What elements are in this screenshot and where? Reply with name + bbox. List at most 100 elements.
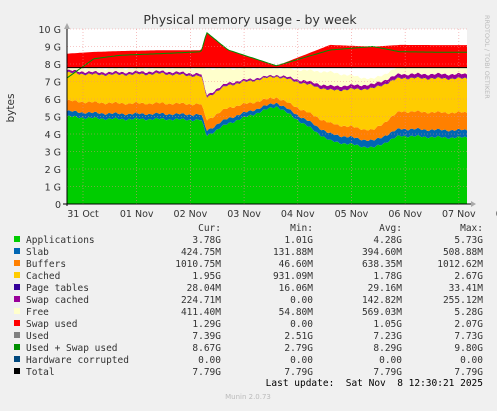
legend-value-avg: 638.35M [362,259,402,270]
legend-value-cur: 1.29G [192,319,221,330]
y-tick-label: 7 G [45,78,61,89]
legend-series-name: Cached [26,271,60,282]
area-applications [67,106,467,204]
x-axis-ticks: 31 Oct 01 Nov 02 Nov 03 Nov 04 Nov 05 Nov 06 N… [67,209,497,220]
legend-series-name: Slab [26,247,49,258]
legend-value-min: 1.01G [284,235,313,246]
legend: Cur: Min: Avg: Max: Applications 3.78G 1.01G 4.… [14,223,483,378]
legend-value-max: 7.73G [454,331,483,342]
legend-series-name: Buffers [26,259,66,270]
legend-swatch [14,332,20,338]
legend-value-min: 7.79G [284,367,313,378]
legend-value-avg: 0.00 [379,355,402,366]
legend-swatch [14,320,20,326]
legend-header: Min: [290,223,313,234]
legend-value-avg: 1.05G [373,319,402,330]
legend-series-name: Swap used [26,319,77,330]
legend-value-cur: 0.00 [198,355,221,366]
y-tick-label: 2 G [45,165,61,176]
x-axis-arrow [471,201,476,207]
munin-version: Munin 2.0.73 [225,393,271,401]
x-tick-label: 04 Nov [281,209,315,220]
y-tick-label: 6 G [45,95,61,106]
y-tick-label: 10 G [39,25,61,36]
legend-value-avg: 394.60M [362,247,402,258]
legend-value-min: 131.88M [273,247,313,258]
legend-series-name: Swap cached [26,295,89,306]
legend-value-max: 7.79G [454,367,483,378]
legend-value-cur: 8.67G [192,343,221,354]
legend-value-avg: 569.03M [362,307,402,318]
grid-lines [67,28,467,204]
legend-value-max: 9.80G [454,343,483,354]
legend-value-min: 2.79G [284,343,313,354]
chart-title: Physical memory usage - by week [143,12,357,27]
legend-value-max: 255.12M [443,295,483,306]
y-tick-label: 4 G [45,130,61,141]
legend-header: Cur: [198,223,221,234]
legend-value-cur: 411.40M [181,307,221,318]
legend-swatch [14,368,20,374]
legend-value-cur: 224.71M [181,295,221,306]
y-tick-label: 3 G [45,148,61,159]
legend-value-min: 0.00 [290,355,313,366]
legend-value-max: 33.41M [449,283,484,294]
legend-value-min: 931.09M [273,271,313,282]
legend-value-cur: 3.78G [192,235,221,246]
x-tick-label: 05 Nov [335,209,369,220]
legend-value-min: 2.51G [284,331,313,342]
x-tick-label: 08 Nov [496,209,497,220]
legend-value-min: 0.00 [290,319,313,330]
legend-value-cur: 1010.75M [175,259,221,270]
x-tick-label: 07 Nov [442,209,476,220]
area-free [67,65,467,96]
series-lines [66,31,467,79]
legend-value-avg: 142.82M [362,295,402,306]
legend-value-cur: 7.79G [192,367,221,378]
line-used-plus-swap [66,31,467,79]
legend-header: Avg: [379,223,402,234]
x-tick-label: 03 Nov [227,209,261,220]
legend-value-avg: 8.29G [373,343,402,354]
legend-value-max: 5.28G [454,307,483,318]
legend-swatch [14,296,20,302]
y-axis-label: bytes [5,94,17,123]
legend-value-avg: 29.16M [368,283,403,294]
y-tick-label: 0 [55,200,61,211]
legend-swatch [14,260,20,266]
legend-series-name: Total [26,367,55,378]
legend-value-min: 16.06M [279,283,314,294]
legend-value-avg: 7.79G [373,367,402,378]
legend-header: Max: [460,223,483,234]
legend-value-max: 2.67G [454,271,483,282]
legend-value-max: 0.00 [460,355,483,366]
legend-swatch [14,308,20,314]
x-tick-label: 01 Nov [120,209,154,220]
legend-swatch [14,248,20,254]
last-update: Last update: Sat Nov 8 12:30:21 2025 [266,378,483,389]
x-tick-label: 31 Oct [67,209,99,220]
legend-value-cur: 7.39G [192,331,221,342]
y-axis-arrow [64,23,70,29]
legend-value-cur: 28.04M [187,283,222,294]
legend-value-avg: 7.23G [373,331,402,342]
area-buffers [67,97,467,141]
area-swap-cached [67,69,467,98]
legend-swatch [14,272,20,278]
x-tick-label: 02 Nov [174,209,208,220]
legend-value-min: 46.60M [279,259,314,270]
area-swap-used [67,33,467,68]
stacked-areas [67,33,467,204]
y-tick-label: 8 G [45,60,61,71]
y-tick-label: 9 G [45,43,61,54]
rrdtool-credit: RRDTOOL / TOBI OETIKER [483,15,491,99]
legend-value-max: 508.88M [443,247,483,258]
legend-series-name: Applications [26,235,95,246]
y-tick-label: 5 G [45,113,61,124]
legend-value-min: 54.80M [279,307,314,318]
legend-swatch [14,344,20,350]
legend-value-max: 1012.62M [437,259,483,270]
legend-value-avg: 1.78G [373,271,402,282]
